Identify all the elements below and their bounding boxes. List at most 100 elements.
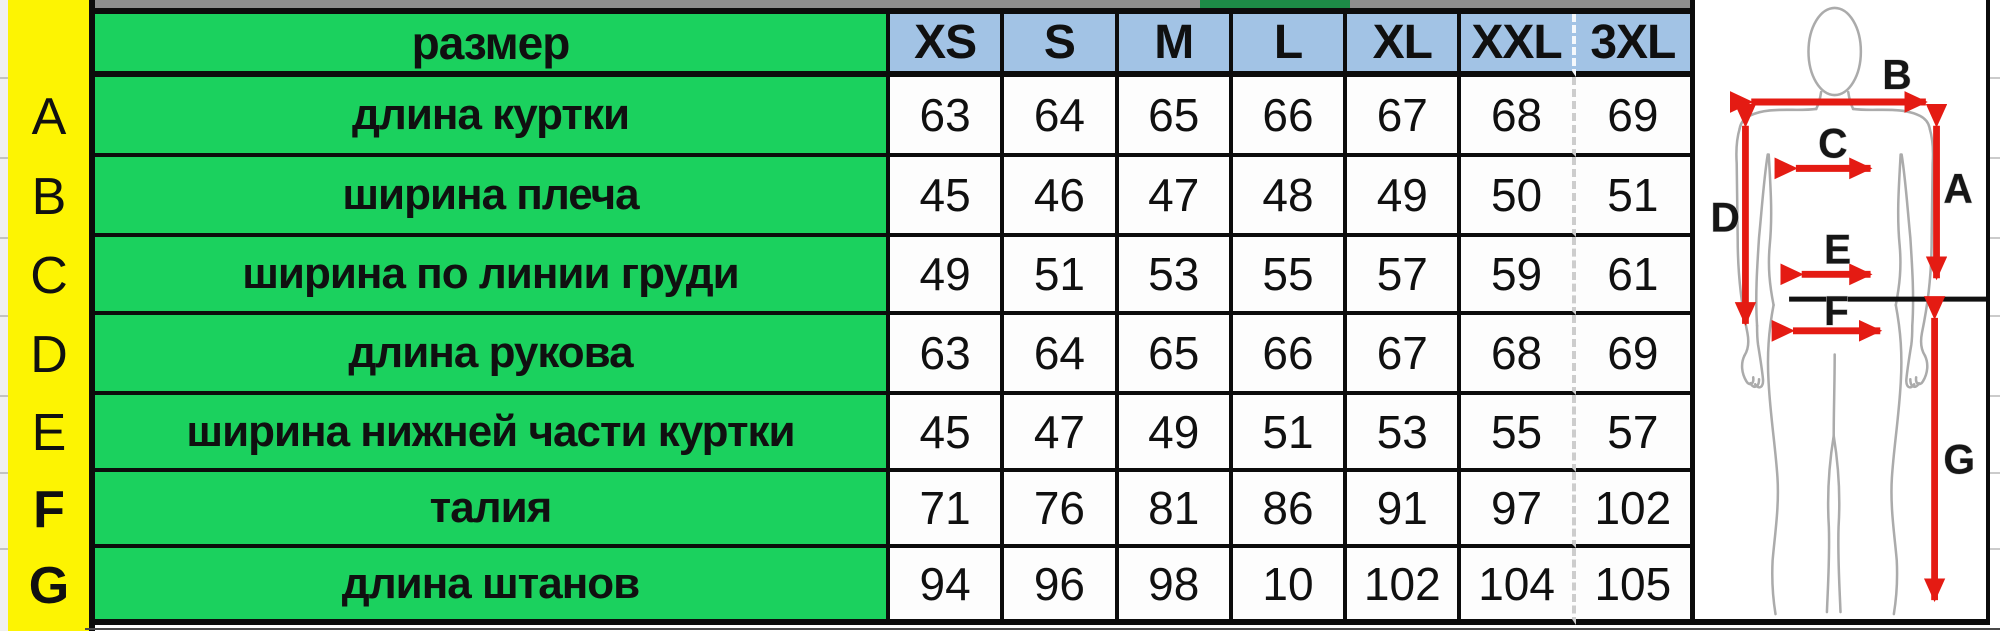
size-value-cell: 63 xyxy=(890,77,1005,157)
margin-gridline-tick xyxy=(0,395,8,397)
margin-gridline-tick xyxy=(0,472,8,474)
size-value-cell: 69 xyxy=(1575,77,1690,157)
size-value-cell: 47 xyxy=(1118,157,1233,237)
size-column-header-xl: XL xyxy=(1347,14,1462,77)
size-value-cell: 51 xyxy=(1232,395,1348,472)
row-label-b: ширина плеча xyxy=(95,157,890,237)
top-margin-green-cell xyxy=(1200,0,1350,8)
diagram-label-G: G xyxy=(1943,436,1975,482)
spreadsheet-left-margin xyxy=(0,0,8,631)
margin-gridline-tick xyxy=(0,157,8,159)
margin-gridline-tick xyxy=(0,237,8,239)
size-value-cell: 102 xyxy=(1575,472,1690,548)
size-value-cell: 55 xyxy=(1232,237,1348,315)
row-letter-f: F xyxy=(33,481,65,539)
margin-gridline-tick xyxy=(1990,395,2000,397)
size-value-cell: 49 xyxy=(1347,157,1462,237)
row-label-a: длина куртки xyxy=(95,77,890,157)
diagram-label-C: C xyxy=(1818,120,1847,166)
margin-gridline-tick xyxy=(0,548,8,550)
size-value-cell: 104 xyxy=(1461,548,1576,625)
measurement-arrows xyxy=(1729,91,1948,603)
size-table-grid: размер XS S M L XL XXL 3XL длина куртки 63 64 65 66 6… xyxy=(95,14,1690,625)
row-letter-e: E xyxy=(31,404,67,462)
margin-gridline-tick xyxy=(1990,548,2000,550)
row-letter-b: B xyxy=(31,168,67,226)
margin-gridline-tick xyxy=(1990,472,2000,474)
size-value-cell: 71 xyxy=(890,472,1005,548)
size-column-header-xs: XS xyxy=(890,14,1005,77)
size-value-cell: 49 xyxy=(890,237,1005,315)
row-label-d: длина рукова xyxy=(95,315,890,395)
bottom-gridline xyxy=(85,628,2000,630)
margin-gridline-tick xyxy=(1990,315,2000,317)
size-value-cell: 94 xyxy=(890,548,1005,625)
size-value-cell: 57 xyxy=(1347,237,1462,315)
row-letter-d: D xyxy=(30,326,68,384)
size-value-cell: 46 xyxy=(1004,157,1119,237)
size-value-cell: 61 xyxy=(1575,237,1690,315)
diagram-label-F: F xyxy=(1824,287,1849,333)
spreadsheet-top-margin xyxy=(95,0,1690,8)
size-column-header-s: S xyxy=(1004,14,1119,77)
size-value-cell: 68 xyxy=(1461,315,1576,395)
table-corner-header: размер xyxy=(95,14,890,77)
row-letter-g: G xyxy=(28,557,69,615)
size-value-cell: 91 xyxy=(1347,472,1462,548)
size-value-cell: 57 xyxy=(1575,395,1690,472)
size-value-cell: 55 xyxy=(1461,395,1576,472)
spreadsheet-right-margin xyxy=(1990,0,2000,631)
table-top-border xyxy=(95,8,1690,14)
row-letter-c: C xyxy=(30,247,68,305)
size-value-cell: 105 xyxy=(1575,548,1690,625)
size-value-cell: 47 xyxy=(1004,395,1119,472)
row-label-c: ширина по линии груди xyxy=(95,237,890,315)
size-value-cell: 68 xyxy=(1461,77,1576,157)
size-value-cell: 102 xyxy=(1347,548,1462,625)
margin-gridline-tick xyxy=(1990,157,2000,159)
measurement-diagram: B A C D E F G xyxy=(1690,0,1990,625)
size-value-cell: 66 xyxy=(1232,315,1348,395)
size-column-header-3xl: 3XL xyxy=(1575,14,1690,77)
diagram-label-D: D xyxy=(1711,194,1740,240)
size-value-cell: 64 xyxy=(1004,77,1119,157)
row-letter-a: A xyxy=(31,88,67,146)
size-column-header-xxl: XXL xyxy=(1461,14,1576,77)
size-value-cell: 51 xyxy=(1004,237,1119,315)
diagram-label-A: A xyxy=(1943,166,1972,212)
size-value-cell: 76 xyxy=(1004,472,1119,548)
size-value-cell: 64 xyxy=(1004,315,1119,395)
size-value-cell: 51 xyxy=(1575,157,1690,237)
size-value-cell: 49 xyxy=(1118,395,1233,472)
size-value-cell: 66 xyxy=(1232,77,1348,157)
size-value-cell: 45 xyxy=(890,395,1005,472)
size-value-cell: 69 xyxy=(1575,315,1690,395)
body-outline xyxy=(1735,6,1935,616)
diagram-label-E: E xyxy=(1824,226,1851,272)
size-value-cell: 59 xyxy=(1461,237,1576,315)
row-label-e: ширина нижней части куртки xyxy=(95,395,890,472)
size-value-cell: 45 xyxy=(890,157,1005,237)
size-value-cell: 65 xyxy=(1118,77,1233,157)
body-measurement-figure: B A C D E F G xyxy=(1710,6,1986,616)
row-label-g: длина штанов xyxy=(95,548,890,625)
size-value-cell: 48 xyxy=(1232,157,1348,237)
size-value-cell: 63 xyxy=(890,315,1005,395)
margin-gridline-tick xyxy=(0,315,8,317)
size-value-cell: 67 xyxy=(1347,315,1462,395)
size-value-cell: 86 xyxy=(1232,472,1348,548)
size-value-cell: 81 xyxy=(1118,472,1233,548)
size-value-cell: 65 xyxy=(1118,315,1233,395)
row-label-f: талия xyxy=(95,472,890,548)
size-column-header-l: L xyxy=(1232,14,1348,77)
size-value-cell: 96 xyxy=(1004,548,1119,625)
size-value-cell: 53 xyxy=(1118,237,1233,315)
margin-gridline-tick xyxy=(0,77,8,79)
size-value-cell: 53 xyxy=(1347,395,1462,472)
size-value-cell: 10 xyxy=(1232,548,1348,625)
size-column-header-m: M xyxy=(1118,14,1233,77)
size-value-cell: 97 xyxy=(1461,472,1576,548)
margin-gridline-tick xyxy=(1990,237,2000,239)
size-value-cell: 50 xyxy=(1461,157,1576,237)
